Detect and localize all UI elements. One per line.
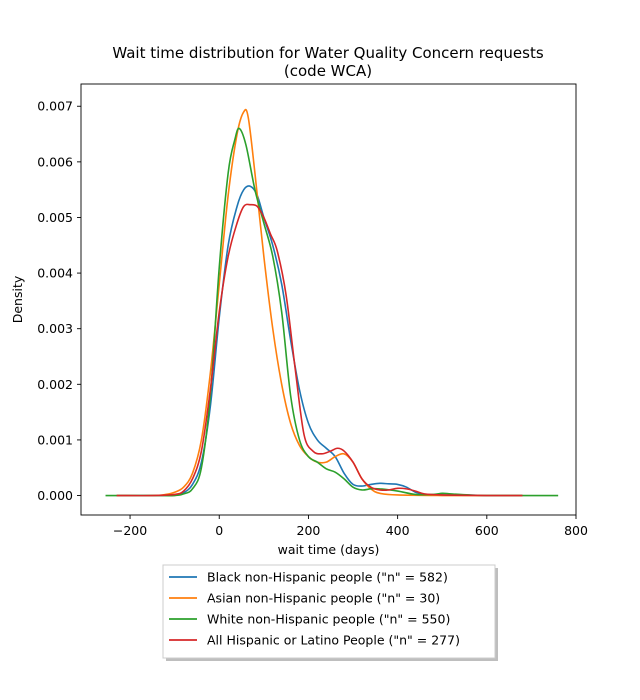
y-tick-label: 0.006 <box>37 154 73 169</box>
series-line-0 <box>116 185 523 497</box>
x-tick-label: −200 <box>113 523 147 538</box>
y-axis-label: Density <box>10 275 25 323</box>
y-tick-label: 0.001 <box>37 432 73 447</box>
legend-entry: All Hispanic or Latino People ("n" = 277… <box>207 633 460 648</box>
x-axis: −200 0 200 400 600 800 <box>113 515 588 538</box>
plot-frame <box>80 83 577 516</box>
series-line-2 <box>105 127 559 497</box>
x-tick-label: 400 <box>386 523 410 538</box>
x-axis-label: wait time (days) <box>278 542 380 557</box>
x-tick-label: 200 <box>297 523 321 538</box>
x-tick-label: 600 <box>475 523 499 538</box>
legend-entry: Asian non-Hispanic people ("n" = 30) <box>207 591 440 606</box>
series-layer <box>105 108 559 497</box>
y-tick-label: 0.005 <box>37 210 73 225</box>
plot-area <box>80 83 577 516</box>
series-line-1 <box>116 108 523 497</box>
y-axis: 0.000 0.001 0.002 0.003 0.004 0.005 0.006 0.007 <box>37 99 81 503</box>
y-tick-label: 0.007 <box>37 99 73 114</box>
legend-box <box>162 564 496 659</box>
chart-title-line: Wait time distribution for Water Quality… <box>112 44 543 62</box>
legend-entry: Black non-Hispanic people ("n" = 582) <box>207 570 448 585</box>
y-tick-label: 0.002 <box>37 377 73 392</box>
chart-title: Wait time distribution for Water Quality… <box>112 44 543 80</box>
y-tick-label: 0.004 <box>37 266 73 281</box>
y-tick-label: 0.000 <box>37 488 73 503</box>
x-tick-label: 800 <box>564 523 588 538</box>
chart-title-line: (code WCA) <box>284 62 372 80</box>
x-tick-label: 0 <box>215 523 223 538</box>
legend: Black non-Hispanic people ("n" = 582) Asi… <box>162 564 498 661</box>
series-line-3 <box>116 203 523 497</box>
y-tick-label: 0.003 <box>37 321 73 336</box>
legend-entry: White non-Hispanic people ("n" = 550) <box>207 612 450 627</box>
